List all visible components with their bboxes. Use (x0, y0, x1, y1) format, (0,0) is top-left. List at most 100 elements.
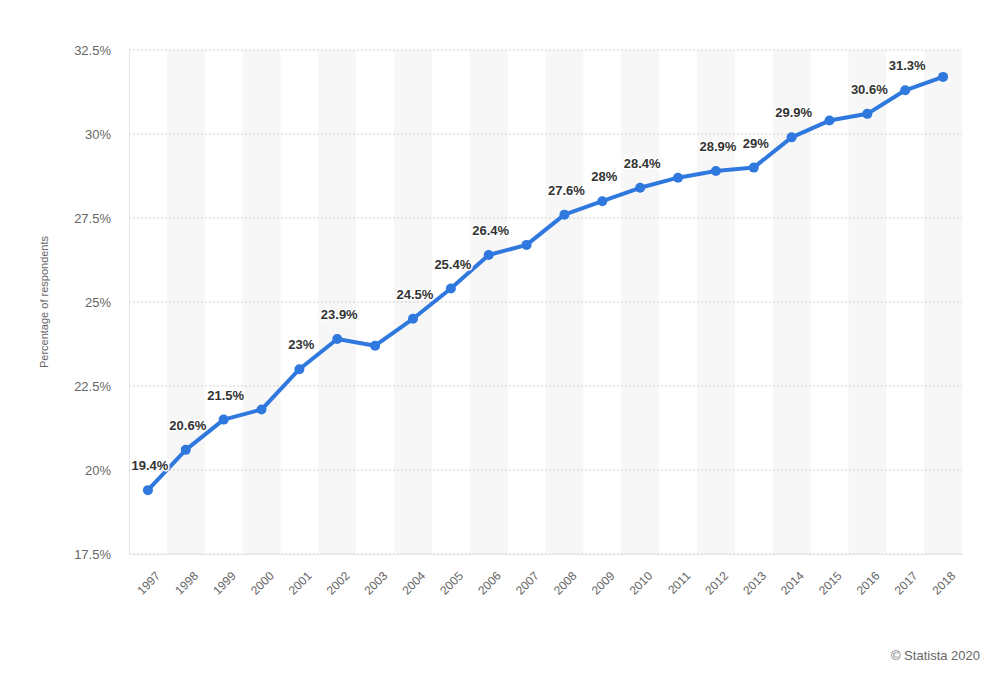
x-axis: 1997 1998 1999 2000 2001 2002 2003 2004 2005 2006… (130, 554, 963, 598)
x-tick-label: 2012 (702, 569, 731, 598)
chart: 17.5%20%22.5%25%27.5%30%32.5%19971998199… (0, 0, 1006, 673)
grid-line (129, 134, 962, 135)
y-tick: 22.5% (74, 379, 129, 394)
y-tick-label: 17.5% (74, 547, 111, 562)
marker (711, 166, 721, 176)
x-tick: 2011 (665, 554, 693, 597)
x-tick-label: 2017 (892, 569, 921, 598)
y-tick-label: 25% (85, 295, 111, 310)
marker (862, 109, 872, 119)
x-tick: 2002 (324, 554, 353, 598)
y-tick-label: 22.5% (74, 379, 111, 394)
x-tick-label: 2010 (627, 569, 656, 598)
data-label: 30.6% (851, 82, 888, 97)
x-tick-label: 2007 (513, 569, 542, 598)
x-tick: 2012 (702, 554, 731, 598)
marker (787, 132, 797, 142)
y-tick-label: 27.5% (74, 211, 111, 226)
marker (370, 341, 380, 351)
x-tick-label: 2011 (665, 569, 693, 597)
marker (181, 445, 191, 455)
x-tick-label: 2004 (399, 569, 428, 598)
marker (635, 183, 645, 193)
data-labels: 19.4%20.6%21.5%23%23.9%24.5%25.4%26.4%27… (131, 58, 926, 473)
marker (597, 196, 607, 206)
x-tick: 2001 (286, 554, 315, 598)
data-label: 25.4% (434, 257, 471, 272)
x-tick: 2003 (362, 554, 391, 598)
y-tick: 25% (85, 295, 129, 310)
data-label: 31.3% (889, 58, 926, 73)
marker (559, 210, 569, 220)
data-label: 29% (743, 136, 769, 151)
data-label: 28% (591, 169, 617, 184)
marker (294, 364, 304, 374)
x-tick: 2008 (551, 554, 580, 598)
marker (522, 240, 532, 250)
y-axis: 17.5% 20% 22.5% 25% 27.5% 30% 32.5% (74, 43, 129, 562)
grid-line (129, 554, 962, 555)
x-axis-line (130, 554, 963, 555)
x-tick: 1997 (134, 554, 163, 598)
y-tick: 32.5% (74, 43, 129, 58)
x-tick: 2005 (437, 554, 466, 598)
x-tick: 1998 (172, 554, 201, 598)
plot-area (143, 72, 948, 495)
y-tick: 27.5% (74, 211, 129, 226)
x-tick: 2004 (399, 554, 428, 598)
x-tick-label: 2014 (778, 569, 807, 598)
y-tick: 20% (85, 463, 129, 478)
grid-line (129, 386, 962, 387)
y-tick: 30% (85, 127, 129, 142)
x-tick: 2007 (513, 554, 542, 598)
data-label: 27.6% (548, 183, 585, 198)
y-tick-label: 20% (85, 463, 111, 478)
y-axis-title: Percentage of respondents (38, 235, 50, 368)
data-label: 23.9% (321, 307, 358, 322)
x-tick-label: 2009 (589, 569, 618, 598)
marker (938, 72, 948, 82)
x-tick: 2015 (816, 554, 845, 598)
marker (900, 85, 910, 95)
x-tick-label: 2000 (248, 569, 277, 598)
marker (219, 415, 229, 425)
x-tick-label: 1999 (210, 569, 239, 598)
x-tick-label: 2005 (437, 569, 466, 598)
grid-line (129, 218, 962, 219)
grid-line (129, 50, 962, 51)
x-tick-label: 2016 (854, 569, 883, 598)
data-label: 28.4% (624, 156, 661, 171)
x-tick: 2013 (740, 554, 769, 598)
x-tick-label: 2015 (816, 569, 845, 598)
y-tick-label: 30% (85, 127, 111, 142)
data-label: 24.5% (397, 287, 434, 302)
x-tick: 2018 (930, 554, 959, 598)
grid-line (129, 302, 962, 303)
x-tick-label: 1998 (172, 569, 201, 598)
grid-line (129, 470, 962, 471)
data-label: 19.4% (131, 458, 168, 473)
marker (749, 163, 759, 173)
x-tick-label: 2013 (740, 569, 769, 598)
x-tick-label: 1997 (134, 569, 163, 598)
marker (332, 334, 342, 344)
line (148, 77, 943, 490)
x-tick: 2000 (248, 554, 277, 598)
x-tick-label: 2001 (286, 569, 315, 598)
x-tick: 1999 (210, 554, 239, 598)
marker (673, 173, 683, 183)
marker (257, 405, 267, 415)
marker (408, 314, 418, 324)
data-label: 23% (288, 337, 314, 352)
x-tick-label: 2018 (930, 569, 959, 598)
x-tick: 2009 (589, 554, 618, 598)
x-tick-label: 2002 (324, 569, 353, 598)
marker (824, 116, 834, 126)
x-tick-label: 2006 (475, 569, 504, 598)
x-tick: 2006 (475, 554, 504, 598)
data-label: 28.9% (699, 139, 736, 154)
y-tick-label: 32.5% (74, 43, 111, 58)
x-tick: 2016 (854, 554, 883, 598)
x-tick: 2017 (892, 554, 921, 598)
marker (143, 485, 153, 495)
